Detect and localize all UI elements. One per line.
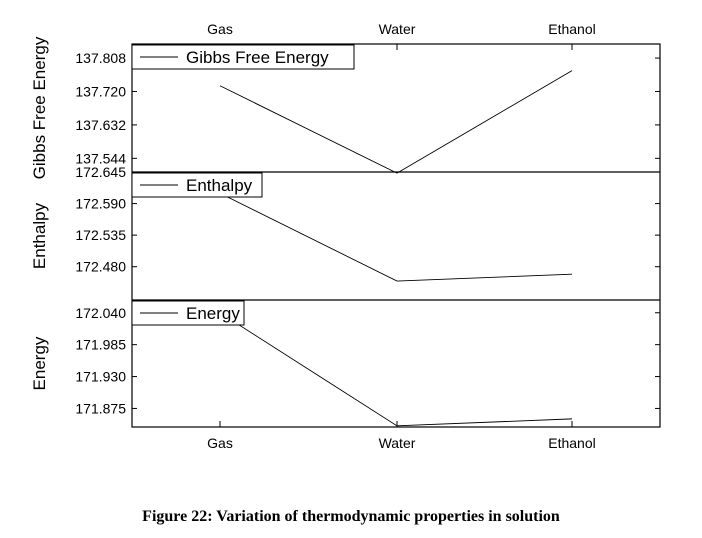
series-line — [219, 192, 573, 282]
y-tick-label: 137.720 — [75, 83, 126, 99]
x-tick-label-bottom: Ethanol — [548, 435, 595, 451]
x-tick-label-top: Ethanol — [548, 21, 595, 37]
y-axis-title: Enthalpy — [30, 202, 49, 269]
y-tick-label: 137.632 — [75, 117, 126, 133]
y-tick-label: 172.590 — [75, 196, 126, 212]
chart-panels: 137.808 137.720 137.632 137.544 Gibbs Free E… — [30, 36, 660, 427]
y-tick-label: 171.985 — [75, 337, 126, 353]
legend: Energy — [131, 300, 245, 326]
panel-1: 137.808 137.720 137.632 137.544 Gibbs Free E… — [30, 36, 660, 179]
panel-2: 172.645 172.590 172.535 172.480 Enthalpy Enth… — [30, 164, 660, 282]
figure-caption: Figure 22: Variation of thermodynamic pr… — [142, 508, 560, 525]
x-tick-label-bottom: Water — [379, 435, 416, 451]
y-tick-label: 172.480 — [75, 259, 126, 275]
y-axis-title: Gibbs Free Energy — [30, 36, 49, 179]
stacked-line-chart: 137.808 137.720 137.632 137.544 Gibbs Free E… — [30, 21, 661, 451]
panel-3: 172.040 171.985 171.930 171.875 Energy Energy — [30, 300, 660, 427]
legend: Enthalpy — [131, 172, 263, 198]
x-tick-label-top: Water — [379, 21, 416, 37]
top-x-axis-labels: Gas Water Ethanol — [207, 21, 596, 37]
series-line — [219, 70, 573, 174]
x-tick-label-bottom: Gas — [207, 435, 233, 451]
y-tick-label: 172.645 — [75, 164, 126, 180]
legend-label: Energy — [186, 304, 240, 323]
y-tick-label: 137.808 — [75, 50, 126, 66]
legend-label: Gibbs Free Energy — [186, 48, 329, 67]
x-tick-label-top: Gas — [207, 21, 233, 37]
y-tick-label: 137.544 — [75, 150, 126, 166]
bottom-x-axis-labels: Gas Water Ethanol — [207, 435, 596, 451]
series-line — [219, 312, 573, 427]
y-axis-title: Energy — [30, 336, 49, 390]
plot-border — [131, 43, 661, 428]
y-tick-label: 171.875 — [75, 400, 126, 416]
chart-frame — [131, 43, 661, 428]
legend: Gibbs Free Energy — [131, 44, 355, 70]
y-tick-label: 172.535 — [75, 227, 126, 243]
y-tick-label: 172.040 — [75, 305, 126, 321]
y-tick-label: 171.930 — [75, 369, 126, 385]
legend-label: Enthalpy — [186, 176, 253, 195]
